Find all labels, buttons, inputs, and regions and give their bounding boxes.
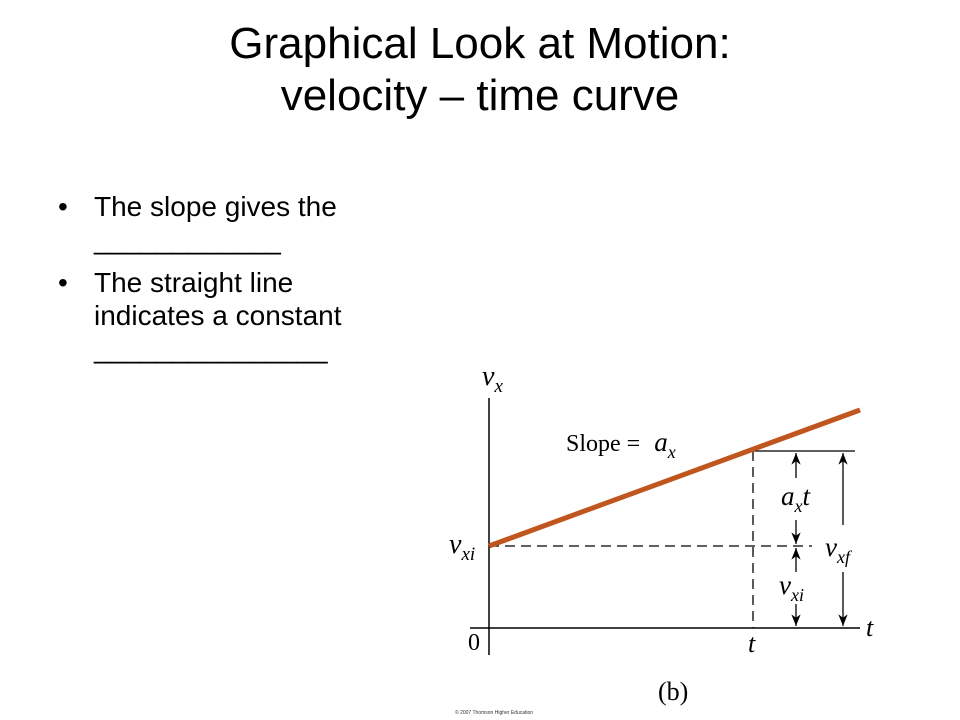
intercept-label: vxi [449,529,475,565]
slope-text: Slope = [566,431,646,457]
bullet-dot: • [58,191,68,222]
title-line-1: Graphical Look at Motion: [229,19,731,68]
origin-label: 0 [468,630,480,656]
vxi-label-sub: xi [790,585,804,605]
vxf-label-var: v [825,532,837,562]
x-axis-label: t [866,613,874,642]
bullet-blank: _______________ [94,333,328,364]
vxf-label: vxf [825,532,853,567]
vxf-label-sub: xf [836,547,853,567]
panel-label: (b) [658,677,688,706]
bullet-dot: • [58,267,68,298]
axt-label-var: a [781,481,795,511]
axt-label-sub: x [794,496,803,516]
intercept-label-sub: xi [460,544,475,565]
vxi-label: vxi [779,570,804,605]
slope-sub: x [667,442,676,462]
axt-label: axt [781,481,812,516]
bullet-list: • The slope gives the ____________ • The… [58,190,418,375]
bullet-blank: ____________ [94,224,281,255]
t-tick-label: t [748,629,756,658]
vxi-label-var: v [779,570,791,600]
y-axis-label: vx [482,361,503,397]
slide-title: Graphical Look at Motion: velocity – tim… [0,18,960,122]
bullet-text: indicates a constant [94,300,342,331]
velocity-line [488,407,861,549]
slope-var: a [654,427,668,457]
bullet-text: The straight line [94,267,294,298]
title-line-2: velocity – time curve [280,71,680,120]
slope-label: Slope = ax [566,427,676,462]
bullet-text: The slope gives the [94,191,337,222]
y-axis-label-var: v [482,361,495,392]
bullet-item-straight-line: • The straight line indicates a constant… [58,266,418,365]
y-axis-label-sub: x [493,376,503,397]
intercept-label-var: v [449,529,462,560]
bullet-item-slope: • The slope gives the ____________ [58,190,418,256]
copyright-note: © 2007 Thomson Higher Education [455,710,534,716]
axt-label-t: t [803,481,812,511]
